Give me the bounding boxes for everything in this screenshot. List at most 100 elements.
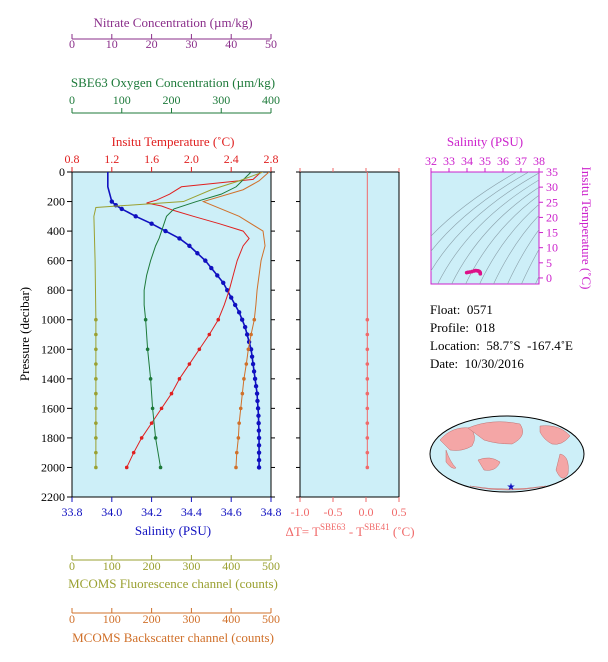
ts-contour <box>493 214 539 284</box>
series-1-point <box>216 317 221 322</box>
info-date: Date: 10/30/2016 <box>430 356 524 371</box>
ts-temperature-tick-label: 15 <box>546 226 558 240</box>
series-0-point <box>256 420 261 426</box>
top-axes: 0 10 20 30 40 50 0 100 200 300 400 <box>69 34 280 114</box>
delta-t-tick-label: -0.5 <box>324 505 343 519</box>
nitrate-tick-label: 30 <box>185 37 197 51</box>
pressure-tick-label: 1400 <box>41 372 65 386</box>
delta-t-axes: -1.0 -0.5 0.0 0.5 <box>291 168 407 519</box>
nitrate-tick-label: 0 <box>69 37 75 51</box>
main-plot-area <box>71 171 272 498</box>
temperature-tick-label: 2.0 <box>184 152 199 166</box>
temperature-tick-label: 2.8 <box>264 152 279 166</box>
ts-contour <box>431 172 539 272</box>
ts-temperature-tick-label: 35 <box>546 165 558 179</box>
series-0-point <box>256 413 261 418</box>
series-0-point <box>250 361 256 367</box>
series-0-point <box>236 310 242 315</box>
pressure-tick-label: 0 <box>59 165 65 179</box>
series-1-point <box>197 347 202 352</box>
series-4-point <box>238 406 243 411</box>
ts-salinity-tick-label: 38 <box>533 154 545 168</box>
ts-salinity-tick-label: 32 <box>425 154 437 168</box>
backscatter-tick-label: 300 <box>182 612 200 626</box>
series-4-point <box>234 450 239 455</box>
series-1-point <box>177 377 182 381</box>
series-1-point <box>159 406 164 411</box>
ts-temperature-title: Insitu Temperature (˚C) <box>579 166 594 289</box>
series-4-point <box>236 436 241 440</box>
series-0-point <box>163 228 168 234</box>
pressure-tick-label: 200 <box>47 195 65 209</box>
series-4-point <box>249 332 253 337</box>
series-1-point <box>124 465 129 470</box>
series-3-point <box>94 317 98 322</box>
series-0-point <box>256 443 262 448</box>
info-float: Float: 0571 <box>430 302 493 317</box>
pressure-tick-label: 600 <box>47 254 65 268</box>
series-0-point <box>254 391 260 396</box>
ts-temperature-tick-label: 5 <box>546 256 552 270</box>
delta-t-point <box>365 421 370 425</box>
map-land-south-america <box>555 453 569 479</box>
series-0-point <box>203 258 208 263</box>
delta-t-label-suffix: (˚C) <box>390 524 415 539</box>
delta-t-series <box>365 172 370 470</box>
delta-t-label-prefix: ΔT= T <box>285 524 320 539</box>
series-0-point <box>248 347 254 352</box>
info-location: Location: 58.7˚S -167.4˚E <box>430 338 573 353</box>
series-3-point <box>94 391 98 396</box>
ts-temperature-tick-label: 30 <box>546 180 558 194</box>
pressure-tick-label: 1800 <box>41 431 65 445</box>
series-4-point <box>237 421 241 425</box>
ts-temperature-tick-label: 10 <box>546 241 558 255</box>
series-4-point <box>252 317 257 322</box>
series-2-point <box>150 406 155 411</box>
map-land-africa-europe <box>439 427 475 451</box>
ts-temperature-tick-label: 0 <box>546 271 552 285</box>
delta-t-tick-label: 0.0 <box>359 505 374 519</box>
series-0-point <box>109 199 115 204</box>
temperature-axis-title: Insitu Temperature (˚C) <box>111 134 234 149</box>
series-2-point <box>148 377 153 381</box>
delta-t-label-sup2: SBE41 <box>364 522 390 532</box>
temperature-tick-label: 1.6 <box>144 152 159 166</box>
ts-salinity-tick-label: 34 <box>461 154 473 168</box>
salinity-axis-title: Salinity (PSU) <box>135 523 211 538</box>
series-0-point <box>256 428 262 433</box>
pressure-tick-label: 1000 <box>41 313 65 327</box>
ts-contour <box>507 229 539 284</box>
delta-t-point <box>365 362 370 366</box>
ts-contour <box>521 248 539 284</box>
ts-temperature-tick-label: 20 <box>546 210 558 224</box>
map-land-north-america <box>539 425 571 445</box>
nitrate-axis-title: Nitrate Concentration (µm/kg) <box>93 15 252 30</box>
series-1-point <box>169 391 174 396</box>
delta-t-label-mid: - T <box>346 524 365 539</box>
delta-t-point <box>365 450 370 455</box>
temperature-tick-label: 2.4 <box>224 152 239 166</box>
series-0-point <box>187 243 192 249</box>
delta-t-point <box>365 332 370 337</box>
backscatter-tick-label: 500 <box>262 612 280 626</box>
ts-salinity-tick-label: 36 <box>497 154 509 168</box>
series-0-point <box>232 302 238 308</box>
pressure-tick-label: 2000 <box>41 460 65 474</box>
backscatter-tick-label: 100 <box>103 612 121 626</box>
fluorescence-axis-title: MCOMS Fluorescence channel (counts) <box>68 576 278 591</box>
series-0-point <box>133 214 138 219</box>
pressure-tick-label: 400 <box>47 224 65 238</box>
pressure-tick-label: 1600 <box>41 401 65 415</box>
map-land-asia <box>467 421 523 445</box>
ts-plot-area <box>430 171 540 285</box>
ts-point <box>478 272 483 276</box>
series-0-point <box>249 354 255 359</box>
series-4-line <box>201 172 270 468</box>
map-land-antarctica <box>469 485 547 491</box>
series-0-point <box>221 280 226 285</box>
series-3-point <box>94 436 98 440</box>
series-3-point <box>94 332 98 337</box>
ts-points <box>464 268 483 276</box>
